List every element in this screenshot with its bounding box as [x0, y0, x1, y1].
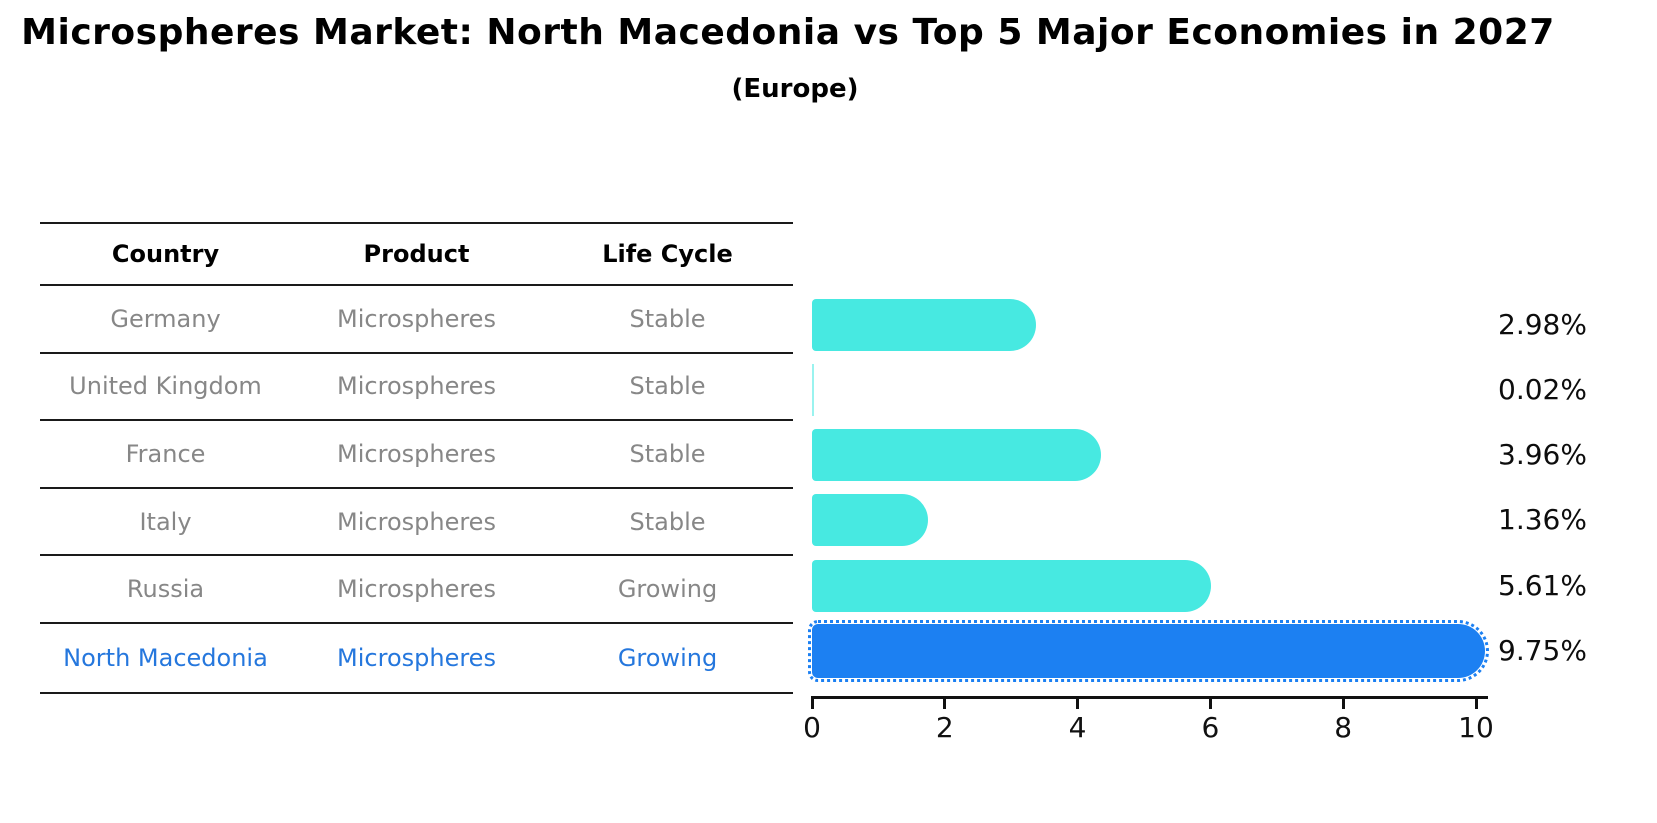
bar-italy	[812, 494, 929, 547]
bar-united-kingdom	[812, 363, 814, 416]
value-label-germany: 2.98%	[1498, 307, 1587, 341]
page-title: Microspheres Market: North Macedonia vs …	[21, 12, 1555, 53]
x-axis-tick-4	[1076, 696, 1080, 709]
cell-lifecycle: Stable	[629, 304, 706, 333]
x-axis-tick-8	[1341, 696, 1345, 709]
bar-france	[812, 429, 1101, 482]
header-cell-life-cycle: Life Cycle	[602, 240, 733, 268]
cell-country: United Kingdom	[69, 372, 262, 401]
cell-lifecycle: Growing	[617, 643, 718, 672]
cell-product: Microspheres	[337, 372, 496, 401]
x-axis-tick-6	[1208, 696, 1212, 709]
table-row-north-macedonia: North Macedonia Microspheres Growing	[40, 624, 793, 692]
cell-country: Russia	[126, 575, 205, 604]
table-body: Germany Microspheres Stable United Kingdom M…	[40, 286, 793, 692]
cell-lifecycle: Stable	[629, 507, 706, 536]
x-axis-tick-label-8: 8	[1334, 711, 1353, 744]
x-axis-tick-0	[810, 696, 814, 709]
table-row-italy: Italy Microspheres Stable	[40, 489, 793, 557]
table-row-united-kingdom: United Kingdom Microspheres Stable	[40, 354, 793, 422]
cell-product: Microspheres	[337, 304, 496, 333]
x-axis-line	[812, 696, 1488, 699]
bar-russia	[812, 559, 1211, 612]
data-table: Country Product Life Cycle Germany Microsph…	[40, 222, 793, 694]
x-axis-tick-2	[943, 696, 947, 709]
cell-lifecycle: Stable	[629, 439, 706, 468]
bar-north-macedonia	[807, 620, 1490, 682]
cell-lifecycle: Growing	[617, 575, 718, 604]
x-axis-tick-label-0: 0	[803, 711, 821, 744]
bar-germany	[812, 298, 1036, 351]
x-axis-tick-label-6: 6	[1201, 711, 1220, 744]
table-row-germany: Germany Microspheres Stable	[40, 286, 793, 354]
value-label-russia: 5.61%	[1498, 568, 1587, 602]
table-row-russia: Russia Microspheres Growing	[40, 556, 793, 624]
cell-country: Germany	[110, 304, 221, 333]
cell-product: Microspheres	[337, 643, 496, 672]
cell-country: Italy	[139, 507, 192, 536]
cell-country: North Macedonia	[63, 643, 268, 672]
value-label-north-macedonia: 9.75%	[1498, 634, 1587, 667]
table-header-row: Country Product Life Cycle	[40, 224, 793, 286]
value-label-france: 3.96%	[1498, 438, 1587, 472]
x-axis-tick-label-2: 2	[935, 711, 954, 744]
cell-lifecycle: Stable	[629, 372, 706, 401]
x-axis-tick-label-4: 4	[1068, 711, 1087, 744]
page-subtitle: (Europe)	[731, 74, 859, 104]
header-cell-product: Product	[363, 240, 470, 268]
cell-product: Microspheres	[337, 507, 496, 536]
value-label-united-kingdom: 0.02%	[1498, 372, 1587, 406]
x-axis-tick-label-10: 10	[1458, 711, 1494, 744]
table-row-france: France Microspheres Stable	[40, 421, 793, 489]
header-cell-country: Country	[111, 240, 220, 268]
value-label-italy: 1.36%	[1498, 503, 1587, 537]
cell-product: Microspheres	[337, 575, 496, 604]
cell-country: France	[125, 439, 206, 468]
x-axis-tick-10	[1474, 696, 1478, 709]
cell-product: Microspheres	[337, 439, 496, 468]
